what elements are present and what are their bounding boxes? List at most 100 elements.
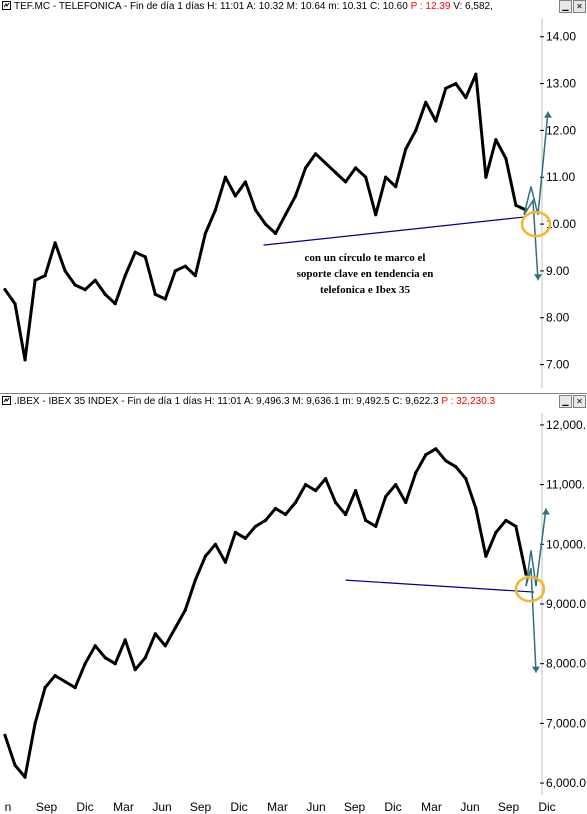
- price-point: [213, 208, 217, 212]
- price-point: [293, 500, 298, 505]
- price-point: [133, 250, 137, 254]
- telefonica-v: V: 6,582,: [453, 1, 493, 12]
- price-point: [123, 638, 127, 642]
- y-tick-label: 7.00: [546, 358, 570, 372]
- price-point: [133, 668, 137, 672]
- price-point: [183, 608, 187, 612]
- y-tick-label: 10.00: [546, 217, 576, 231]
- price-point: [454, 81, 458, 86]
- price-point: [414, 128, 418, 133]
- price-point: [394, 483, 398, 487]
- price-point: [13, 302, 17, 306]
- y-tick-label: 6,000.0: [546, 776, 586, 790]
- price-point: [173, 269, 177, 273]
- chart-icon: [2, 396, 11, 405]
- support-trendline: [263, 216, 525, 246]
- price-point: [193, 273, 197, 278]
- ibex-low: m: 9,492.5: [342, 396, 390, 407]
- price-point: [223, 175, 228, 179]
- arrowhead: [543, 111, 552, 118]
- x-tick-label: Sep: [344, 800, 366, 814]
- price-point: [293, 194, 298, 198]
- price-point: [233, 194, 238, 198]
- price-point: [354, 166, 358, 170]
- price-point: [303, 166, 308, 170]
- x-tick-label: Jun: [306, 800, 325, 814]
- price-point: [193, 578, 197, 582]
- price-point: [283, 213, 288, 217]
- y-tick-label: 12.00: [546, 123, 576, 137]
- price-point: [83, 288, 87, 292]
- price-point: [414, 471, 418, 475]
- y-tick-label: 12,000.: [546, 418, 586, 432]
- y-tick-label: 8,000.0: [546, 657, 586, 671]
- price-point: [13, 763, 17, 767]
- price-point: [103, 292, 107, 296]
- price-point: [123, 273, 127, 278]
- price-point: [464, 477, 468, 481]
- x-tick-label: Sep: [36, 800, 58, 814]
- ibex-p: P : 32,230.3: [441, 396, 496, 407]
- y-tick-label: 7,000.0: [546, 716, 586, 730]
- price-point: [3, 288, 7, 292]
- ibex-a: A: 9,496.3: [243, 396, 290, 407]
- price-point: [113, 302, 117, 306]
- price-point: [434, 447, 438, 451]
- price-point: [504, 518, 508, 523]
- telefonica-m: M: 10.64: [286, 1, 326, 12]
- ibex-m: M: 9,636.1: [292, 396, 340, 407]
- price-point: [364, 175, 368, 179]
- price-point: [394, 185, 398, 189]
- price-point: [53, 674, 57, 678]
- annotation-line: con un círculo te marco el: [304, 252, 426, 264]
- price-point: [73, 685, 77, 690]
- y-tick-label: 11,000.: [546, 478, 585, 492]
- price-point: [3, 733, 7, 737]
- close-button[interactable]: ✕: [573, 0, 586, 13]
- y-tick-label: 13.00: [546, 77, 576, 91]
- price-point: [243, 536, 248, 540]
- x-tick-label: Dic: [76, 800, 93, 814]
- telefonica-header: TEF.MC - TELEFONICA - Fin de día 1 días …: [0, 0, 587, 14]
- price-point: [223, 560, 228, 564]
- price-point: [43, 685, 47, 690]
- price-point: [263, 518, 268, 523]
- telefonica-plot: 14.00 13.00 12.00 11.00 10.00 9.00 8.00 7.00: [3, 18, 576, 388]
- price-point: [63, 679, 67, 684]
- ibex-header: .IBEX - IBEX 35 INDEX - Fin de día 1 día…: [0, 395, 587, 409]
- y-tick-label: 8.00: [546, 311, 570, 325]
- price-point: [514, 203, 518, 207]
- minimize-button[interactable]: ▁: [559, 395, 572, 408]
- price-point: [153, 632, 157, 636]
- price-point: [434, 119, 438, 123]
- price-point: [183, 264, 187, 268]
- price-point: [384, 494, 388, 499]
- chart-icon: [2, 1, 11, 10]
- y-tick-label: 10,000.: [546, 537, 586, 551]
- price-point: [444, 86, 448, 90]
- price-point: [23, 358, 27, 362]
- price-point: [253, 208, 258, 212]
- price-point: [163, 297, 167, 301]
- x-tick-label: n: [5, 800, 12, 814]
- close-button[interactable]: ✕: [573, 395, 586, 408]
- price-series-line: [3, 447, 528, 779]
- x-tick-label: Jun: [152, 800, 171, 814]
- annotation-line: soporte clave en tendencia en: [296, 268, 434, 280]
- price-point: [364, 518, 368, 523]
- price-point: [494, 138, 498, 142]
- projection-down-arrow: [523, 198, 539, 281]
- price-point: [213, 542, 217, 546]
- price-point: [384, 175, 388, 179]
- price-point: [73, 283, 77, 287]
- minimize-button[interactable]: ▁: [559, 0, 572, 13]
- price-point: [23, 775, 27, 779]
- x-tick-label: Sep: [190, 800, 212, 814]
- support-circle: [520, 210, 552, 238]
- price-point: [53, 241, 57, 245]
- y-tick-label: 14.00: [546, 30, 576, 44]
- price-point: [173, 626, 177, 630]
- price-point: [33, 278, 37, 282]
- price-point: [203, 554, 207, 558]
- price-point: [374, 213, 378, 217]
